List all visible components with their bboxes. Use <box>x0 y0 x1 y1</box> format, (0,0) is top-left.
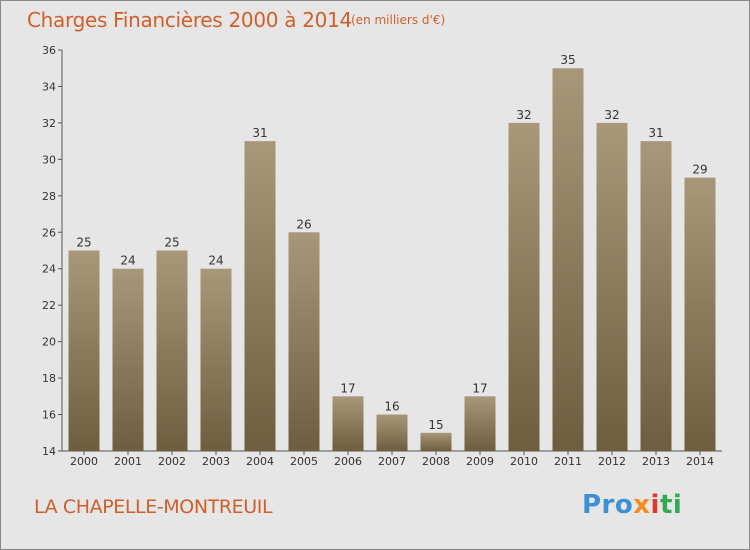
y-tick-label: 16 <box>42 409 56 422</box>
logo-part: x <box>633 490 651 520</box>
x-tick-label: 2004 <box>246 455 274 468</box>
bar <box>552 68 584 452</box>
x-tick-label: 2011 <box>554 455 582 468</box>
bar <box>288 232 320 451</box>
x-tick-label: 2008 <box>422 455 450 468</box>
data-label: 24 <box>120 254 135 268</box>
bar <box>596 122 628 451</box>
y-tick-label: 28 <box>42 190 56 203</box>
x-tick-label: 2001 <box>114 455 142 468</box>
data-label: 31 <box>648 126 663 140</box>
commune-name: LA CHAPELLE-MONTREUIL <box>34 496 273 518</box>
chart-subtitle: (en milliers d'€) <box>351 13 446 27</box>
x-tick-label: 2009 <box>466 455 494 468</box>
bar <box>376 414 408 451</box>
bar <box>332 396 364 451</box>
chart-title: Charges Financières 2000 à 2014 <box>27 8 352 32</box>
proxiti-logo[interactable]: Proxiti <box>582 490 682 520</box>
y-tick-label: 18 <box>42 372 56 385</box>
y-tick-label: 14 <box>42 445 56 458</box>
bar <box>420 432 452 451</box>
y-tick-label: 30 <box>42 153 56 166</box>
y-tick-label: 26 <box>42 226 56 239</box>
x-tick-label: 2003 <box>202 455 230 468</box>
data-label: 26 <box>296 217 311 231</box>
y-tick-label: 22 <box>42 299 56 312</box>
data-label: 17 <box>340 381 355 395</box>
bar <box>508 122 540 451</box>
bar <box>640 141 672 452</box>
data-label: 25 <box>164 236 179 250</box>
x-tick-label: 2014 <box>686 455 714 468</box>
x-tick-label: 2012 <box>598 455 626 468</box>
bar <box>684 177 716 451</box>
bar <box>200 268 232 451</box>
data-label: 35 <box>560 53 575 67</box>
x-tick-label: 2010 <box>510 455 538 468</box>
logo-part: ti <box>659 490 683 520</box>
x-tick-label: 2002 <box>158 455 186 468</box>
x-tick-label: 2005 <box>290 455 318 468</box>
data-label: 32 <box>604 108 619 122</box>
x-tick-label: 2007 <box>378 455 406 468</box>
y-tick-label: 20 <box>42 336 56 349</box>
data-label: 32 <box>516 108 531 122</box>
bar <box>112 268 144 451</box>
logo-part: Pro <box>582 490 634 520</box>
x-tick-label: 2006 <box>334 455 362 468</box>
data-label: 16 <box>384 400 399 414</box>
bar <box>68 250 100 451</box>
logo-part: i <box>650 490 660 520</box>
bar <box>244 141 276 452</box>
y-tick-label: 34 <box>42 80 56 93</box>
data-label: 31 <box>252 126 267 140</box>
data-label: 17 <box>472 381 487 395</box>
y-tick-label: 32 <box>42 117 56 130</box>
bar <box>156 250 188 451</box>
data-label: 25 <box>76 236 91 250</box>
x-tick-label: 2013 <box>642 455 670 468</box>
bar <box>464 396 496 451</box>
x-tick-label: 2000 <box>70 455 98 468</box>
y-tick-label: 24 <box>42 263 56 276</box>
data-label: 24 <box>208 254 223 268</box>
data-label: 15 <box>428 418 443 432</box>
data-label: 29 <box>692 163 707 177</box>
y-tick-label: 36 <box>42 44 56 57</box>
